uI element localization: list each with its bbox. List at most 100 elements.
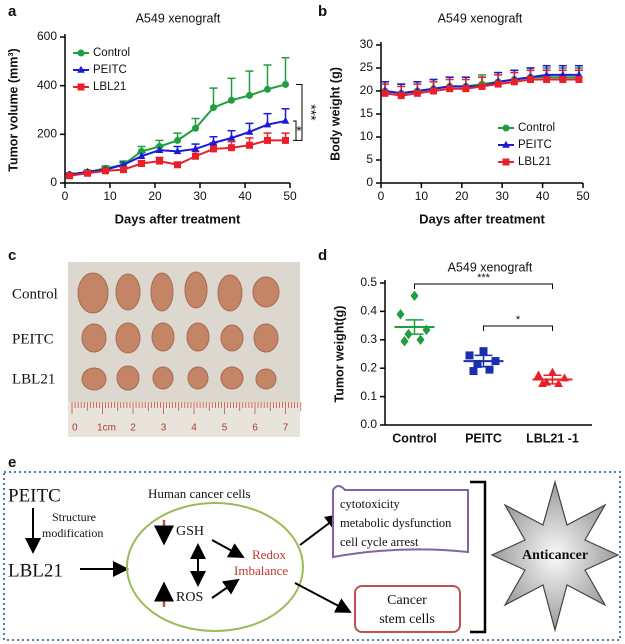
x-tick-label: 50 [576, 189, 590, 203]
y-tick-label: 0.0 [360, 417, 377, 431]
y-tick-label: 0 [50, 175, 57, 189]
node: Cancer [387, 593, 427, 608]
marker [473, 359, 482, 368]
bracket [483, 325, 553, 331]
marker [548, 367, 557, 376]
y-tick-label: 0.1 [360, 389, 377, 403]
marker [554, 379, 563, 388]
node: Redox [252, 547, 286, 562]
row-label: LBL21 [12, 371, 55, 387]
marker [479, 347, 488, 356]
marker [210, 104, 217, 112]
marker [282, 80, 289, 88]
y-tick-label: 5 [366, 152, 373, 166]
marker [210, 145, 217, 153]
cell-label: Human cancer cells [148, 486, 251, 501]
note: modification [42, 526, 103, 540]
y-axis-label: Body weight (g) [328, 67, 342, 161]
ruler-label: 3 [161, 423, 167, 434]
marker [155, 145, 164, 153]
marker [397, 92, 405, 100]
ruler-ticks [71, 402, 302, 414]
marker [246, 91, 253, 99]
series-line [69, 139, 286, 177]
marker [575, 70, 583, 78]
marker [502, 124, 510, 132]
note: Structure [52, 510, 96, 524]
marker [137, 152, 146, 160]
x-tick-label: 30 [496, 189, 510, 203]
marker [192, 124, 199, 132]
marker [173, 147, 182, 155]
x-tick-label: PEITC [465, 431, 502, 445]
marker [410, 290, 419, 301]
panel-label: c [8, 247, 16, 264]
effect: cell cycle arrest [340, 535, 419, 549]
ruler-label: 4 [191, 423, 197, 434]
arrow [211, 539, 245, 558]
marker [192, 152, 199, 160]
marker [538, 379, 547, 388]
y-tick-label: 0.4 [360, 304, 377, 318]
y-axis-label: Tumor volume (mm³) [6, 48, 20, 171]
legend-label: PEITC [93, 64, 127, 76]
marker [120, 166, 127, 174]
marker [66, 172, 73, 180]
marker [446, 85, 454, 93]
bracket [293, 120, 297, 141]
annotation: * [516, 314, 521, 326]
marker [245, 127, 254, 135]
y-axis-label: Tumor weight(g) [332, 306, 346, 403]
marker [542, 70, 551, 78]
marker [77, 49, 85, 57]
marker [281, 116, 290, 124]
marker [494, 80, 502, 88]
marker [246, 141, 253, 149]
cell [126, 502, 304, 632]
marker [174, 161, 181, 169]
x-tick-label: 20 [455, 189, 469, 203]
annotation: *** [303, 104, 319, 121]
ruler-label: 5 [222, 423, 228, 434]
result: Anticancer [522, 548, 588, 563]
marker [558, 70, 567, 78]
marker [209, 138, 218, 146]
marker [430, 87, 438, 95]
panel-label: a [8, 3, 17, 20]
marker [264, 85, 271, 93]
marker [228, 144, 235, 152]
x-tick-label: 10 [415, 189, 429, 203]
x-tick-label: 40 [238, 189, 252, 203]
starburst [490, 479, 620, 633]
scroll [332, 485, 469, 559]
ruler-label: 7 [283, 423, 289, 434]
marker [77, 83, 85, 91]
y-tick-label: 25 [360, 60, 374, 74]
marker [227, 133, 236, 141]
photo-panel: c Control PEITC LBL21 [8, 247, 302, 437]
marker [138, 147, 145, 155]
marker [575, 76, 583, 83]
y-tick-label: 0 [366, 175, 373, 189]
diagram-panel: e PEITC Structure modification LBL21 Hum… [3, 454, 621, 641]
marker [228, 96, 235, 104]
node: PEITC [8, 485, 61, 506]
marker [119, 160, 128, 168]
marker [381, 89, 389, 97]
marker [416, 334, 425, 345]
chart-title: A549 xenograft [136, 11, 221, 25]
marker [543, 76, 551, 83]
x-tick-label: 0 [62, 189, 69, 203]
marker [138, 160, 145, 168]
arrow [211, 578, 240, 599]
x-tick-label: 0 [378, 189, 385, 203]
ruler-label: 2 [130, 423, 136, 434]
stem-box [354, 585, 461, 633]
ruler-label: 6 [252, 423, 258, 434]
x-tick-label: 50 [283, 189, 297, 203]
x-tick-label: 10 [103, 189, 117, 203]
panel-label: e [8, 454, 16, 471]
row-label: PEITC [12, 331, 54, 347]
x-tick-label: 30 [193, 189, 207, 203]
